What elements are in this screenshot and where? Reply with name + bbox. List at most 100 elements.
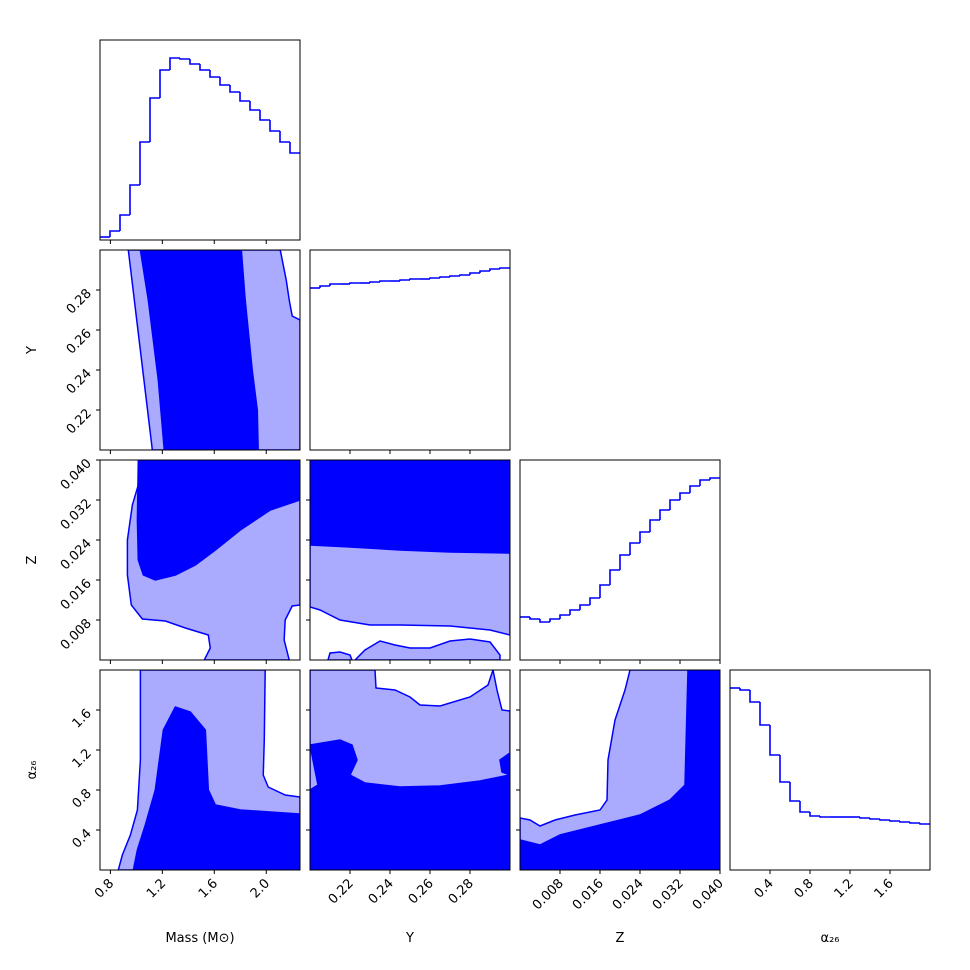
- y-tick-label: 1.6: [70, 706, 95, 731]
- histogram-step: [669, 499, 680, 510]
- histogram-step: [459, 274, 470, 276]
- histogram-step: [919, 823, 930, 825]
- histogram-step: [159, 69, 170, 98]
- x-tick-label: 0.4: [752, 876, 777, 901]
- histogram-step: [179, 58, 190, 60]
- x-tick-label: 0.040: [690, 876, 727, 913]
- contour-region: [353, 638, 501, 660]
- histogram-step: [679, 492, 690, 500]
- histogram-step: [739, 688, 750, 691]
- panel: [310, 460, 510, 660]
- histogram-step: [619, 554, 630, 570]
- histogram-step: [199, 64, 210, 71]
- axes-frame: [729, 669, 931, 871]
- histogram-step: [879, 819, 890, 821]
- histogram-step: [859, 817, 870, 819]
- axes-frame: [309, 669, 511, 871]
- axes-frame: [309, 459, 511, 661]
- histogram-step: [639, 531, 650, 543]
- histogram-step: [429, 277, 440, 279]
- panel: [730, 687, 930, 825]
- histogram-step: [279, 131, 290, 143]
- y-tick-label: 0.024: [58, 536, 95, 573]
- axes-frame: [519, 669, 721, 871]
- histogram-step: [349, 282, 360, 284]
- y-tick-label: 0.28: [64, 286, 95, 317]
- histogram-step: [329, 283, 340, 286]
- y-axis-label: Y: [25, 346, 40, 355]
- y-tick-label: 0.040: [58, 456, 95, 493]
- x-axis-label: Mass (M⊙): [165, 931, 234, 946]
- panel: [100, 57, 300, 238]
- histogram-step: [499, 267, 510, 269]
- contour-region: [136, 460, 300, 581]
- histogram-step: [769, 725, 780, 756]
- histogram-step: [579, 604, 590, 610]
- histogram-step: [899, 821, 910, 823]
- y-tick-label: 0.24: [64, 366, 95, 397]
- histogram-step: [589, 597, 600, 605]
- histogram-step: [819, 816, 830, 818]
- histogram-step: [209, 70, 220, 78]
- histogram-step: [449, 275, 460, 277]
- histogram-step: [599, 584, 610, 598]
- histogram-step: [869, 818, 880, 820]
- x-tick-label: 0.24: [366, 876, 397, 907]
- histogram-step: [219, 77, 230, 86]
- panel: [310, 267, 510, 289]
- histogram-step: [569, 609, 580, 615]
- x-tick-label: 1.6: [872, 876, 897, 901]
- axes-frame: [99, 459, 301, 661]
- y-tick-label: 0.4: [70, 826, 95, 851]
- histogram-step: [259, 110, 270, 121]
- histogram-step: [109, 230, 120, 237]
- histogram-step: [399, 279, 410, 281]
- y-tick-label: 0.26: [64, 326, 95, 357]
- histogram-step: [529, 617, 540, 620]
- histogram-step: [189, 59, 200, 65]
- histogram-step: [649, 519, 660, 532]
- histogram-step: [749, 690, 760, 703]
- histogram-step: [319, 285, 330, 288]
- histogram-step: [659, 509, 670, 520]
- histogram-step: [479, 270, 490, 273]
- panel: [126, 460, 300, 660]
- histogram-step: [379, 280, 390, 282]
- histogram-step: [779, 755, 790, 783]
- panel: [520, 670, 720, 870]
- histogram-step: [269, 120, 280, 132]
- histogram-step: [699, 479, 710, 486]
- axes-frame: [99, 669, 301, 871]
- histogram-step: [799, 801, 810, 813]
- x-tick-label: 0.032: [650, 876, 687, 913]
- histogram-step: [809, 812, 820, 817]
- x-tick-label: 1.2: [832, 876, 857, 901]
- x-tick-label: 0.8: [92, 876, 117, 901]
- histogram-step: [409, 278, 420, 280]
- histogram-step: [709, 477, 720, 480]
- y-tick-label: 0.016: [58, 576, 95, 613]
- histogram-step: [119, 214, 130, 231]
- contour-region: [499, 752, 510, 776]
- histogram-step: [559, 614, 570, 619]
- panel: [310, 670, 510, 870]
- x-tick-label: 0.016: [570, 876, 607, 913]
- histogram-step: [689, 485, 700, 493]
- x-tick-label: 0.008: [530, 876, 567, 913]
- x-tick-label: 0.28: [446, 876, 477, 907]
- y-tick-label: 1.2: [70, 746, 95, 771]
- histogram-step: [129, 184, 140, 215]
- histogram-step: [489, 268, 500, 271]
- panel: [117, 670, 300, 870]
- histogram-step: [629, 542, 640, 555]
- axes-frame: [99, 249, 301, 451]
- histogram-step: [229, 85, 240, 93]
- contour-region: [327, 651, 353, 660]
- y-tick-label: 0.008: [58, 616, 95, 653]
- x-tick-label: 1.6: [196, 876, 221, 901]
- histogram-step: [139, 141, 150, 185]
- panel: [127, 250, 300, 450]
- histogram-step: [789, 782, 800, 802]
- axes-frame: [519, 459, 721, 661]
